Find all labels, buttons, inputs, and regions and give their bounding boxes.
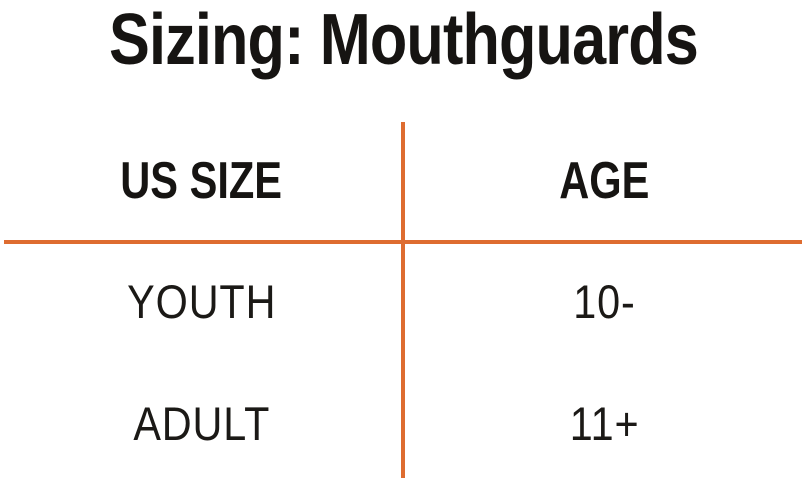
table-cell-size-youth-label: YOUTH: [126, 275, 277, 328]
column-header-age: AGE: [403, 122, 806, 240]
table-cell-age-adult: 11+: [403, 363, 806, 483]
column-header-us-size-label: US SIZE: [120, 152, 283, 210]
table-cell-size-youth: YOUTH: [0, 240, 403, 363]
table-cell-size-adult-label: ADULT: [133, 396, 270, 450]
page-title-text: Sizing: Mouthguards: [108, 0, 699, 80]
table-cell-age-youth-label: 10-: [573, 275, 636, 328]
column-header-age-label: AGE: [559, 152, 650, 210]
vertical-divider-line: [401, 122, 405, 478]
sizing-table: US SIZE AGE YOUTH 10- ADULT 11+: [0, 122, 806, 485]
table-cell-size-adult: ADULT: [0, 363, 403, 483]
page-title: Sizing: Mouthguards: [0, 0, 806, 86]
column-header-us-size: US SIZE: [0, 122, 403, 240]
horizontal-divider-line: [4, 240, 802, 244]
table-cell-age-youth: 10-: [403, 240, 806, 363]
table-cell-age-adult-label: 11+: [569, 396, 640, 450]
